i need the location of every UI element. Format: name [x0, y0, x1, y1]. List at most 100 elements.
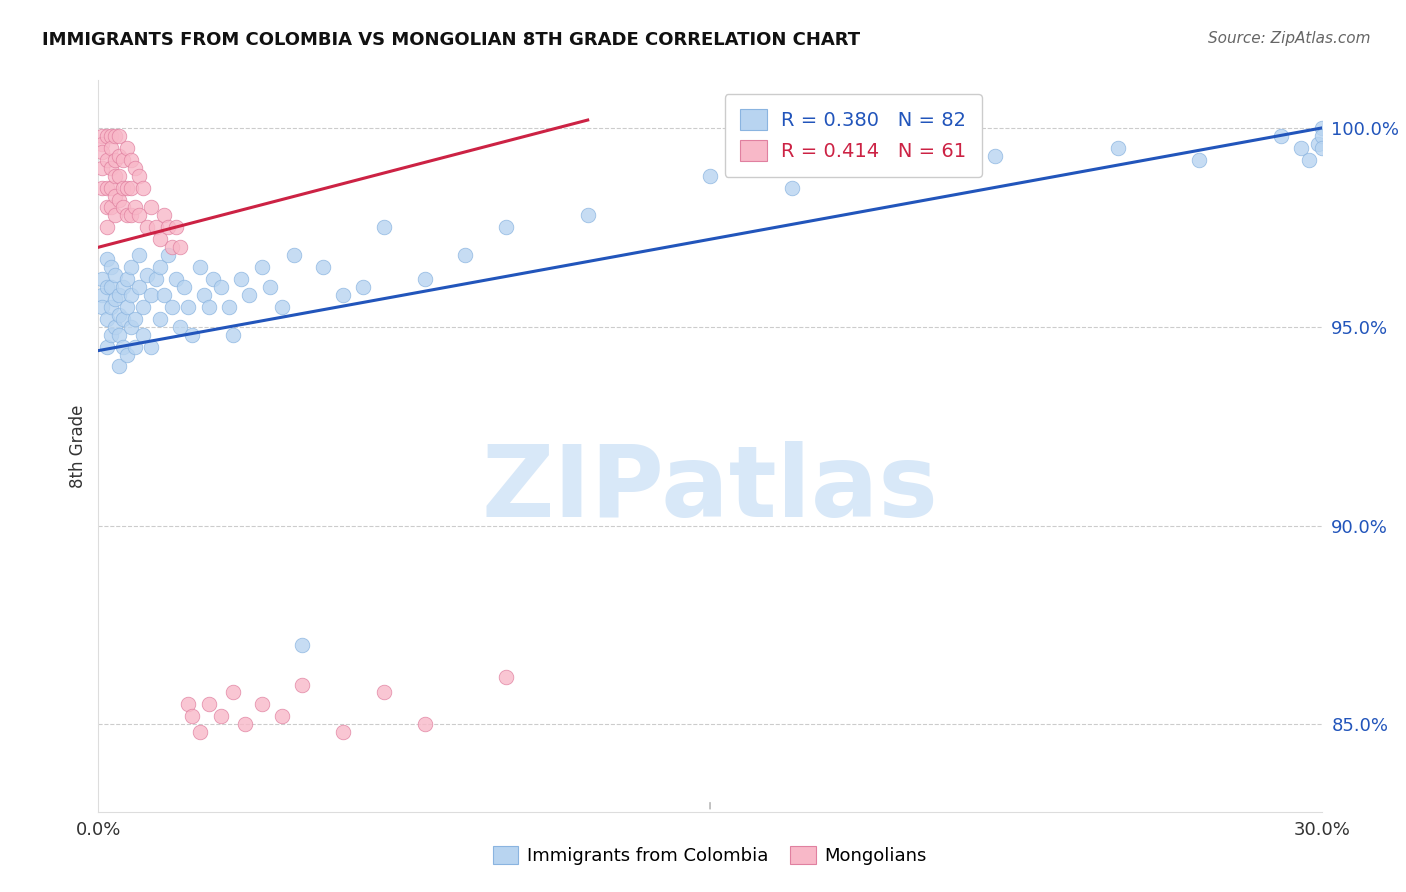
Point — [250, 260, 273, 274]
Point — [124, 311, 146, 326]
Point — [188, 725, 212, 739]
Point — [100, 280, 122, 294]
Point — [156, 220, 179, 235]
Point — [149, 311, 172, 326]
Legend: Immigrants from Colombia, Mongolians: Immigrants from Colombia, Mongolians — [486, 838, 934, 872]
Point — [104, 292, 127, 306]
Text: Source: ZipAtlas.com: Source: ZipAtlas.com — [1208, 31, 1371, 46]
Point — [141, 288, 163, 302]
Point — [780, 180, 803, 194]
Point — [104, 268, 127, 282]
Point — [352, 280, 374, 294]
Point — [312, 260, 335, 274]
Point — [136, 268, 159, 282]
Point — [1270, 128, 1292, 143]
Point — [222, 327, 245, 342]
Point — [120, 288, 142, 302]
Point — [181, 709, 204, 723]
Point — [108, 149, 131, 163]
Point — [124, 161, 146, 175]
Point — [115, 180, 138, 194]
Point — [108, 128, 131, 143]
Point — [120, 260, 142, 274]
Point — [291, 677, 314, 691]
Point — [576, 209, 599, 223]
Point — [108, 193, 131, 207]
Point — [100, 180, 122, 194]
Point — [91, 272, 114, 286]
Point — [104, 188, 127, 202]
Point — [413, 717, 436, 731]
Point — [115, 300, 138, 314]
Point — [104, 169, 127, 183]
Point — [332, 288, 354, 302]
Point — [699, 169, 721, 183]
Point — [188, 260, 212, 274]
Point — [100, 201, 122, 215]
Point — [108, 327, 131, 342]
Point — [197, 698, 219, 712]
Point — [115, 272, 138, 286]
Point — [96, 128, 118, 143]
Point — [169, 240, 191, 254]
Point — [132, 300, 155, 314]
Point — [495, 220, 517, 235]
Point — [91, 161, 114, 175]
Point — [373, 685, 395, 699]
Point — [173, 280, 195, 294]
Point — [270, 709, 294, 723]
Point — [165, 220, 187, 235]
Point — [104, 209, 127, 223]
Point — [1188, 153, 1211, 167]
Point — [413, 272, 436, 286]
Point — [111, 311, 134, 326]
Point — [152, 209, 174, 223]
Point — [160, 240, 183, 254]
Point — [100, 300, 122, 314]
Point — [259, 280, 281, 294]
Point — [218, 300, 240, 314]
Point — [209, 280, 232, 294]
Point — [1310, 128, 1333, 143]
Point — [132, 327, 155, 342]
Point — [96, 340, 118, 354]
Point — [291, 638, 314, 652]
Point — [177, 300, 200, 314]
Point — [91, 300, 114, 314]
Point — [177, 698, 200, 712]
Point — [145, 220, 167, 235]
Point — [100, 260, 122, 274]
Point — [96, 311, 118, 326]
Point — [115, 141, 138, 155]
Point — [1306, 136, 1329, 151]
Point — [115, 209, 138, 223]
Point — [169, 319, 191, 334]
Point — [270, 300, 294, 314]
Point — [181, 327, 204, 342]
Point — [120, 319, 142, 334]
Point — [96, 180, 118, 194]
Point — [111, 340, 134, 354]
Point — [149, 232, 172, 246]
Point — [132, 180, 155, 194]
Point — [100, 161, 122, 175]
Point — [108, 169, 131, 183]
Point — [141, 201, 163, 215]
Point — [115, 348, 138, 362]
Point — [238, 288, 260, 302]
Point — [96, 280, 118, 294]
Point — [1310, 141, 1333, 155]
Point — [1291, 141, 1313, 155]
Point — [145, 272, 167, 286]
Point — [124, 201, 146, 215]
Point — [120, 153, 142, 167]
Point — [128, 209, 150, 223]
Text: IMMIGRANTS FROM COLOMBIA VS MONGOLIAN 8TH GRADE CORRELATION CHART: IMMIGRANTS FROM COLOMBIA VS MONGOLIAN 8T… — [42, 31, 860, 49]
Point — [108, 288, 131, 302]
Point — [128, 248, 150, 262]
Point — [156, 248, 179, 262]
Point — [91, 180, 114, 194]
Point — [152, 288, 174, 302]
Text: ZIPatlas: ZIPatlas — [482, 442, 938, 539]
Point — [233, 717, 256, 731]
